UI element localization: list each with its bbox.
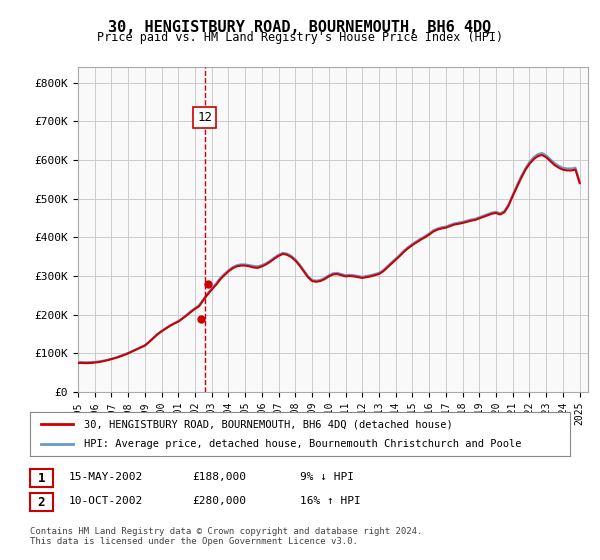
Text: 10-OCT-2002: 10-OCT-2002 bbox=[69, 496, 143, 506]
Text: £280,000: £280,000 bbox=[192, 496, 246, 506]
Text: £188,000: £188,000 bbox=[192, 472, 246, 482]
Text: Price paid vs. HM Land Registry's House Price Index (HPI): Price paid vs. HM Land Registry's House … bbox=[97, 31, 503, 44]
Text: 30, HENGISTBURY ROAD, BOURNEMOUTH, BH6 4DQ (detached house): 30, HENGISTBURY ROAD, BOURNEMOUTH, BH6 4… bbox=[84, 419, 453, 429]
Text: 30, HENGISTBURY ROAD, BOURNEMOUTH, BH6 4DQ: 30, HENGISTBURY ROAD, BOURNEMOUTH, BH6 4… bbox=[109, 20, 491, 35]
Text: Contains HM Land Registry data © Crown copyright and database right 2024.
This d: Contains HM Land Registry data © Crown c… bbox=[30, 526, 422, 546]
Text: 12: 12 bbox=[197, 111, 212, 124]
Text: 15-MAY-2002: 15-MAY-2002 bbox=[69, 472, 143, 482]
Text: 9% ↓ HPI: 9% ↓ HPI bbox=[300, 472, 354, 482]
Text: 1: 1 bbox=[38, 472, 45, 485]
Text: HPI: Average price, detached house, Bournemouth Christchurch and Poole: HPI: Average price, detached house, Bour… bbox=[84, 439, 521, 449]
Text: 2: 2 bbox=[38, 496, 45, 509]
Text: 16% ↑ HPI: 16% ↑ HPI bbox=[300, 496, 361, 506]
